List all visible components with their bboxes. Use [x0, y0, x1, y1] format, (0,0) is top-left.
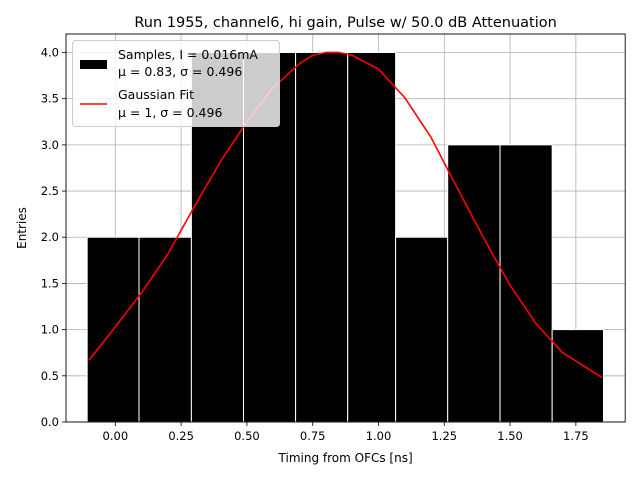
y-tick-label-7: 3.5: [41, 92, 59, 106]
x-tick-label-4: 1.00: [366, 429, 392, 443]
y-tick-label-6: 3.0: [41, 138, 59, 152]
x-tick-label-6: 1.50: [497, 429, 523, 443]
x-tick-label-2: 0.50: [234, 429, 260, 443]
x-tick-label-7: 1.75: [563, 429, 589, 443]
y-tick-label-4: 2.0: [41, 230, 59, 244]
legend-box: [72, 40, 280, 127]
y-axis-label: Entries: [15, 207, 29, 249]
y-tick-label-5: 2.5: [41, 184, 59, 198]
histogram-bar-6: [395, 236, 449, 423]
chart-title: Run 1955, channel6, hi gain, Pulse w/ 50…: [134, 15, 557, 31]
legend-samples-line1: Samples, I = 0.016mA: [118, 47, 258, 62]
x-tick-label-3: 0.75: [300, 429, 326, 443]
ticks-layer: 0.00 0.25 0.50 0.75 1.00 1.25 1.50 1.75 0.0 0.5 1.…: [41, 45, 589, 443]
y-tick-label-1: 0.5: [41, 369, 59, 383]
legend-swatch-samples: [80, 60, 107, 69]
x-tick-label-5: 1.25: [431, 429, 457, 443]
x-tick-label-0: 0.00: [103, 429, 129, 443]
histogram-bar-4: [295, 51, 349, 423]
legend-gaussian-line2: μ = 1, σ = 0.496: [118, 105, 222, 120]
x-tick-label-1: 0.25: [168, 429, 194, 443]
histogram-bar-1: [138, 236, 192, 423]
fit-line-layer: [88, 51, 603, 379]
legend: Samples, I = 0.016mA μ = 0.83, σ = 0.496…: [72, 40, 280, 127]
histogram-bar-9: [551, 329, 604, 423]
histogram-bar-5: [347, 51, 397, 423]
y-tick-label-0: 0.0: [41, 415, 59, 429]
fit-line-series-0: [88, 51, 603, 379]
legend-samples-line2: μ = 0.83, σ = 0.496: [118, 64, 242, 79]
x-axis-label: Timing from OFCs [ns]: [278, 451, 413, 465]
y-tick-label-8: 4.0: [41, 45, 59, 59]
legend-gaussian-line1: Gaussian Fit: [118, 87, 194, 102]
histogram-bar-8: [499, 144, 553, 423]
y-tick-label-2: 1.0: [41, 323, 59, 337]
y-tick-label-3: 1.5: [41, 276, 59, 290]
histogram-bar-7: [447, 144, 501, 423]
plot-frame: [65, 33, 626, 423]
